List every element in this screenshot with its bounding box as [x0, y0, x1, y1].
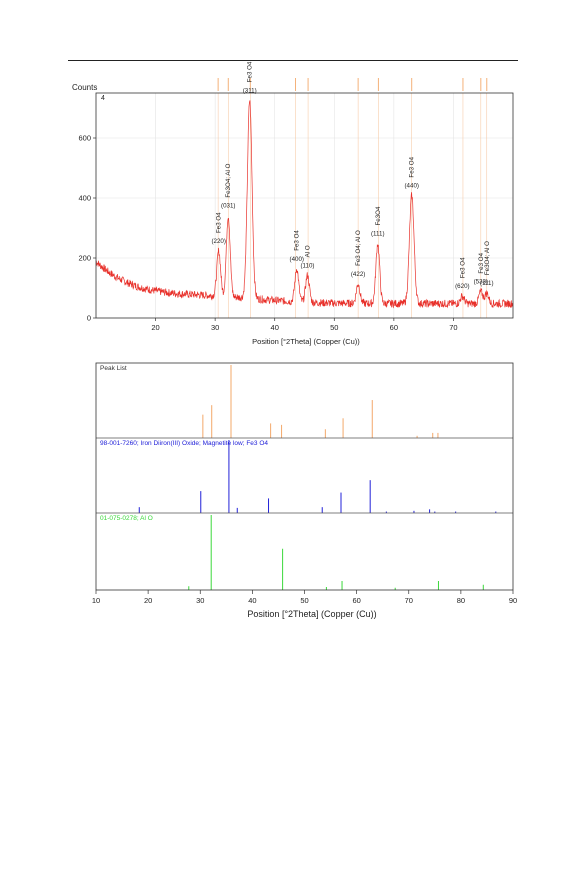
x-axis-label: Position [°2Theta] (Copper (Cu))	[252, 337, 360, 346]
top-plot-frame	[95, 92, 514, 319]
peak-phase-label: Fe3O4; Al O	[484, 241, 491, 275]
peak-phase-label: Fe3O4; Al O	[225, 163, 232, 197]
peak-hkl-label: (111)	[480, 280, 494, 287]
y-tick-label: 600	[78, 134, 91, 143]
top-grid	[96, 93, 513, 318]
peak-hkl-label: (311)	[243, 87, 257, 94]
x-tick-label: 20	[151, 323, 159, 332]
reference-panels: Peak List 98-001-7260; Iron Diiron(III) O…	[96, 365, 513, 590]
bottom-x-axis-label: Position [°2Theta] (Copper (Cu))	[247, 609, 376, 619]
x-tick-label: 40	[271, 323, 279, 332]
bottom-x-tick-label: 50	[300, 596, 308, 605]
y-axis-label: Counts	[72, 83, 97, 92]
bottom-chart: Peak List 98-001-7260; Iron Diiron(III) O…	[92, 362, 517, 619]
x-tick-label: 60	[390, 323, 398, 332]
bottom-x-tick-label: 40	[248, 596, 256, 605]
bottom-x-tick-label: 30	[196, 596, 204, 605]
peak-phase-label: Fe3 O4	[247, 61, 254, 82]
peak-hkl-label: (422)	[351, 271, 365, 278]
bottom-plot-frame	[95, 362, 514, 591]
bottom-x-tick-label: 20	[144, 596, 152, 605]
y-tick-label: 0	[87, 314, 91, 323]
panel-tag: 4	[101, 95, 105, 102]
peak-phase-label: Fe3 O4	[294, 230, 301, 251]
reference-panel-title: Peak List	[100, 365, 127, 372]
peak-hkl-label: (620)	[455, 283, 469, 290]
reference-panel-title: 01-075-0278; Al O	[100, 515, 153, 522]
top-axis-ticks: 20 30 40 50 60 70 0 200 400 600	[78, 134, 457, 333]
bottom-x-tick-label: 70	[405, 596, 413, 605]
peak-hkl-label: (031)	[221, 203, 235, 210]
bottom-x-tick-label: 10	[92, 596, 100, 605]
top-chart: Counts 4 Position [°2Theta] (Copper (Cu)…	[72, 61, 514, 346]
peak-hkl-label: (110)	[300, 262, 314, 269]
page-header-rule	[68, 60, 518, 61]
y-tick-label: 200	[78, 254, 91, 263]
reference-panel-title: 98-001-7260; Iron Diiron(III) Oxide; Mag…	[100, 440, 268, 447]
peak-phase-label: Fe3 O4	[478, 252, 485, 273]
peak-phase-label: Fe3O4	[375, 206, 382, 225]
peak-phase-label: Fe3 O4	[459, 257, 466, 278]
peak-phase-label: Fe3 O4	[216, 212, 223, 233]
x-tick-label: 50	[330, 323, 338, 332]
bottom-x-tick-label: 60	[352, 596, 360, 605]
bottom-axis-ticks: 10 20 30 40 50 60 70 80 90	[92, 590, 517, 605]
peak-hkl-label: (111)	[371, 231, 385, 238]
x-tick-label: 30	[211, 323, 219, 332]
peak-hkl-label: (220)	[211, 238, 225, 245]
bottom-x-tick-label: 80	[457, 596, 465, 605]
peak-hkl-label: (400)	[290, 256, 304, 263]
peak-phase-label: Fe3 O4	[409, 156, 416, 177]
bottom-x-tick-label: 90	[509, 596, 517, 605]
y-tick-label: 400	[78, 194, 91, 203]
peak-phase-label: Fe3 O4; Al O	[355, 230, 362, 266]
reference-sticks	[217, 78, 488, 318]
diffraction-pattern-line	[95, 100, 514, 309]
peak-hkl-label: (440)	[405, 183, 419, 190]
peak-hkl-label: (533)	[474, 279, 488, 286]
x-tick-label: 70	[449, 323, 457, 332]
peak-labels: (220) Fe3 O4 (031) Fe3O4; Al O (311) Fe3 O4 (4…	[211, 61, 493, 290]
peak-phase-label: Al O	[304, 245, 311, 257]
